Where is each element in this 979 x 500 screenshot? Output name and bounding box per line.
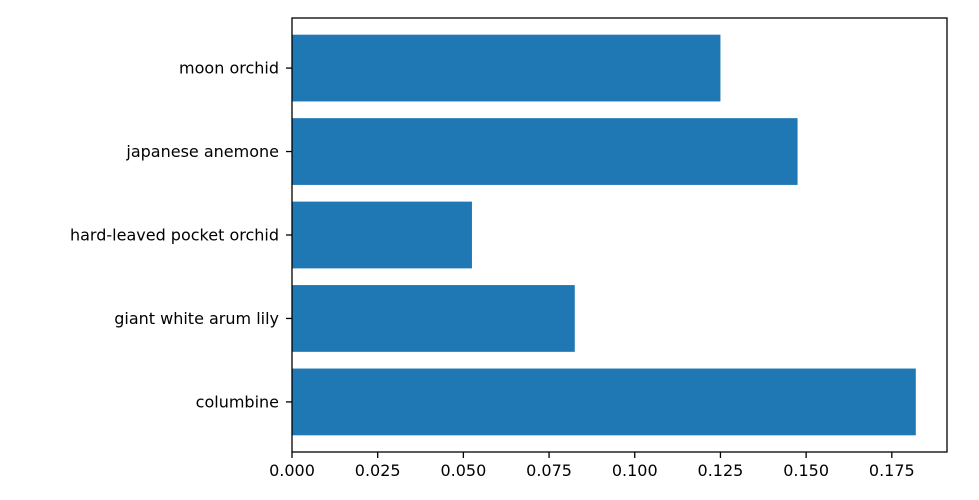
x-axis-ticks: 0.000 0.025 0.050 0.075 0.100 0.125 0.150 0.175: [269, 452, 915, 480]
x-tick-label: 0.175: [869, 461, 915, 480]
x-tick-label: 0.050: [440, 461, 486, 480]
x-tick-label: 0.125: [698, 461, 744, 480]
y-tick-label: hard-leaved pocket orchid: [70, 226, 279, 245]
bar-giant-white-arum-lily: [292, 285, 575, 352]
bars-group: [292, 34, 916, 436]
y-tick-label: columbine: [196, 392, 279, 411]
bar-hard-leaved-pocket-orchid: [292, 201, 472, 269]
bar-japanese-anemone: [292, 118, 798, 185]
bar-moon-orchid: [292, 34, 721, 102]
y-tick-label: moon orchid: [179, 59, 279, 78]
y-tick-label: giant white arum lily: [114, 309, 279, 328]
y-tick-label: japanese anemone: [125, 142, 279, 161]
plot-frame: [291, 17, 948, 453]
bar-columbine: [292, 368, 916, 436]
y-axis-ticks: columbine giant white arum lily hard-leave…: [70, 59, 292, 411]
x-tick-label: 0.025: [355, 461, 401, 480]
x-tick-label: 0.075: [526, 461, 572, 480]
x-tick-label: 0.150: [783, 461, 829, 480]
x-tick-label: 0.100: [612, 461, 658, 480]
x-tick-label: 0.000: [269, 461, 315, 480]
